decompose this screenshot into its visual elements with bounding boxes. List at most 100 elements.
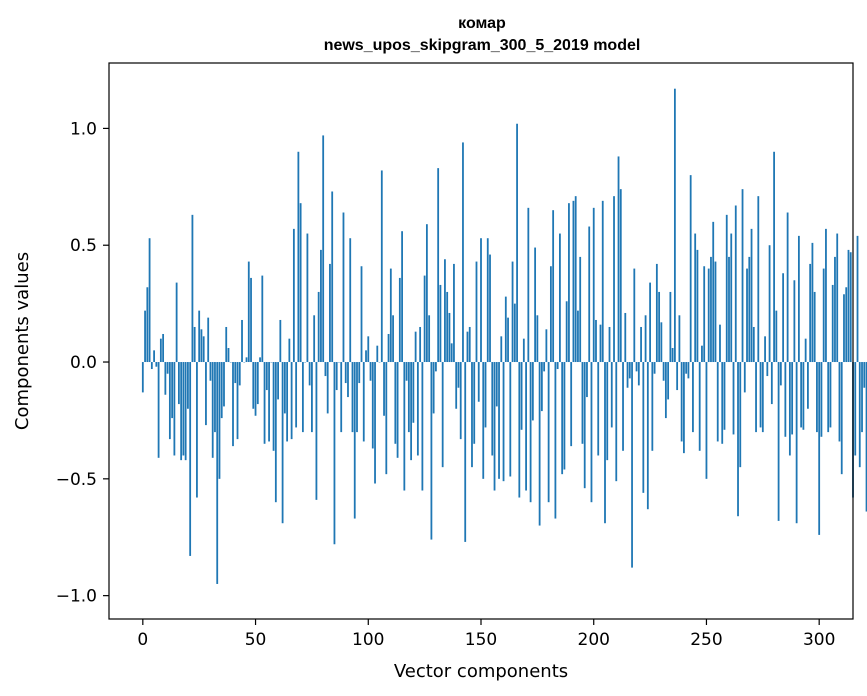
y-tick-label: 0.0 (70, 353, 97, 373)
bar-27 (202, 336, 205, 363)
bar-148 (475, 261, 478, 363)
bar-200 (592, 207, 595, 363)
bar-80 (322, 135, 325, 363)
bar-304 (827, 362, 830, 433)
bar-212 (619, 189, 622, 363)
bar-312 (845, 287, 848, 363)
bar-268 (746, 268, 748, 363)
bar-308 (836, 233, 839, 363)
bar-273 (757, 196, 760, 363)
bar-157 (495, 362, 498, 407)
bar-285 (784, 362, 787, 437)
x-tick-label: 300 (803, 630, 835, 650)
bar-52 (259, 357, 261, 363)
bar-98 (362, 362, 365, 442)
bar-216 (628, 362, 631, 379)
bar-133 (441, 362, 444, 468)
bar-111 (392, 315, 394, 363)
bar-192 (574, 196, 577, 363)
bar-248 (701, 345, 703, 363)
bar-130 (435, 362, 437, 372)
bar-235 (671, 348, 674, 363)
bar-107 (383, 362, 385, 416)
bar-179 (545, 329, 548, 363)
y-tick-label: −1.0 (56, 587, 97, 607)
bar-289 (793, 280, 796, 363)
bar-253 (712, 221, 715, 363)
bar-194 (579, 256, 582, 363)
bar-294 (804, 338, 807, 363)
bar-158 (498, 362, 500, 479)
bar-43 (238, 362, 241, 386)
bar-173 (531, 362, 534, 421)
bar-71 (301, 362, 304, 433)
bar-33 (216, 362, 219, 584)
bar-234 (669, 291, 672, 363)
y-axis-ticks: −1.0 −0.5 0.0 0.5 1.0 (56, 119, 109, 607)
bar-104 (376, 345, 379, 363)
bar-301 (820, 362, 823, 437)
bar-67 (292, 228, 295, 363)
bar-19 (184, 362, 187, 461)
bar-69 (297, 151, 300, 363)
bar-78 (317, 291, 320, 363)
bar-295 (807, 362, 809, 409)
bar-25 (198, 310, 201, 363)
bar-244 (692, 362, 694, 433)
bar-147 (473, 362, 476, 444)
bar-102 (371, 362, 374, 449)
bar-115 (401, 231, 403, 363)
bar-193 (577, 310, 579, 363)
bar-3 (148, 238, 151, 363)
bar-99 (365, 350, 367, 363)
bar-229 (658, 291, 661, 363)
x-axis-ticks: 0 50 100 150 200 250 300 (137, 619, 835, 650)
bar-251 (707, 268, 710, 363)
bar-90 (344, 362, 347, 384)
bar-260 (728, 256, 730, 363)
bar-123 (419, 326, 422, 363)
bar-311 (843, 294, 845, 363)
bar-202 (597, 362, 600, 456)
bar-214 (624, 312, 627, 363)
bar-75 (311, 362, 313, 433)
bar-144 (466, 331, 469, 363)
bar-38 (227, 348, 230, 363)
bar-100 (367, 336, 370, 363)
bar-76 (313, 315, 316, 363)
bar-169 (522, 338, 525, 363)
bar-101 (369, 362, 372, 381)
bar-201 (595, 319, 597, 363)
bar-215 (626, 362, 629, 388)
bar-217 (631, 362, 633, 568)
bar-307 (834, 256, 836, 363)
bar-266 (741, 189, 744, 363)
bar-94 (353, 362, 356, 519)
bar-190 (570, 362, 573, 447)
bar-210 (615, 362, 618, 482)
bar-70 (299, 203, 302, 363)
bar-153 (486, 238, 489, 363)
bar-50 (254, 362, 257, 416)
bar-145 (468, 326, 471, 363)
bar-120 (412, 362, 415, 423)
bar-117 (405, 362, 408, 381)
bar-47 (247, 261, 250, 363)
bar-151 (482, 362, 485, 479)
bar-82 (326, 362, 329, 414)
bar-197 (586, 362, 588, 398)
y-tick-label: 0.5 (70, 236, 97, 256)
x-tick-label: 250 (690, 630, 722, 650)
bar-162 (507, 317, 509, 363)
bar-128 (430, 362, 433, 540)
bar-174 (534, 247, 537, 363)
bar-118 (407, 362, 410, 433)
bar-321 (865, 362, 867, 512)
bar-189 (568, 203, 570, 363)
y-axis-label: Components values (12, 252, 33, 430)
bar-146 (471, 362, 473, 468)
bar-220 (637, 362, 640, 386)
bar-20 (187, 362, 189, 409)
bar-219 (635, 362, 638, 372)
bar-207 (608, 326, 611, 363)
